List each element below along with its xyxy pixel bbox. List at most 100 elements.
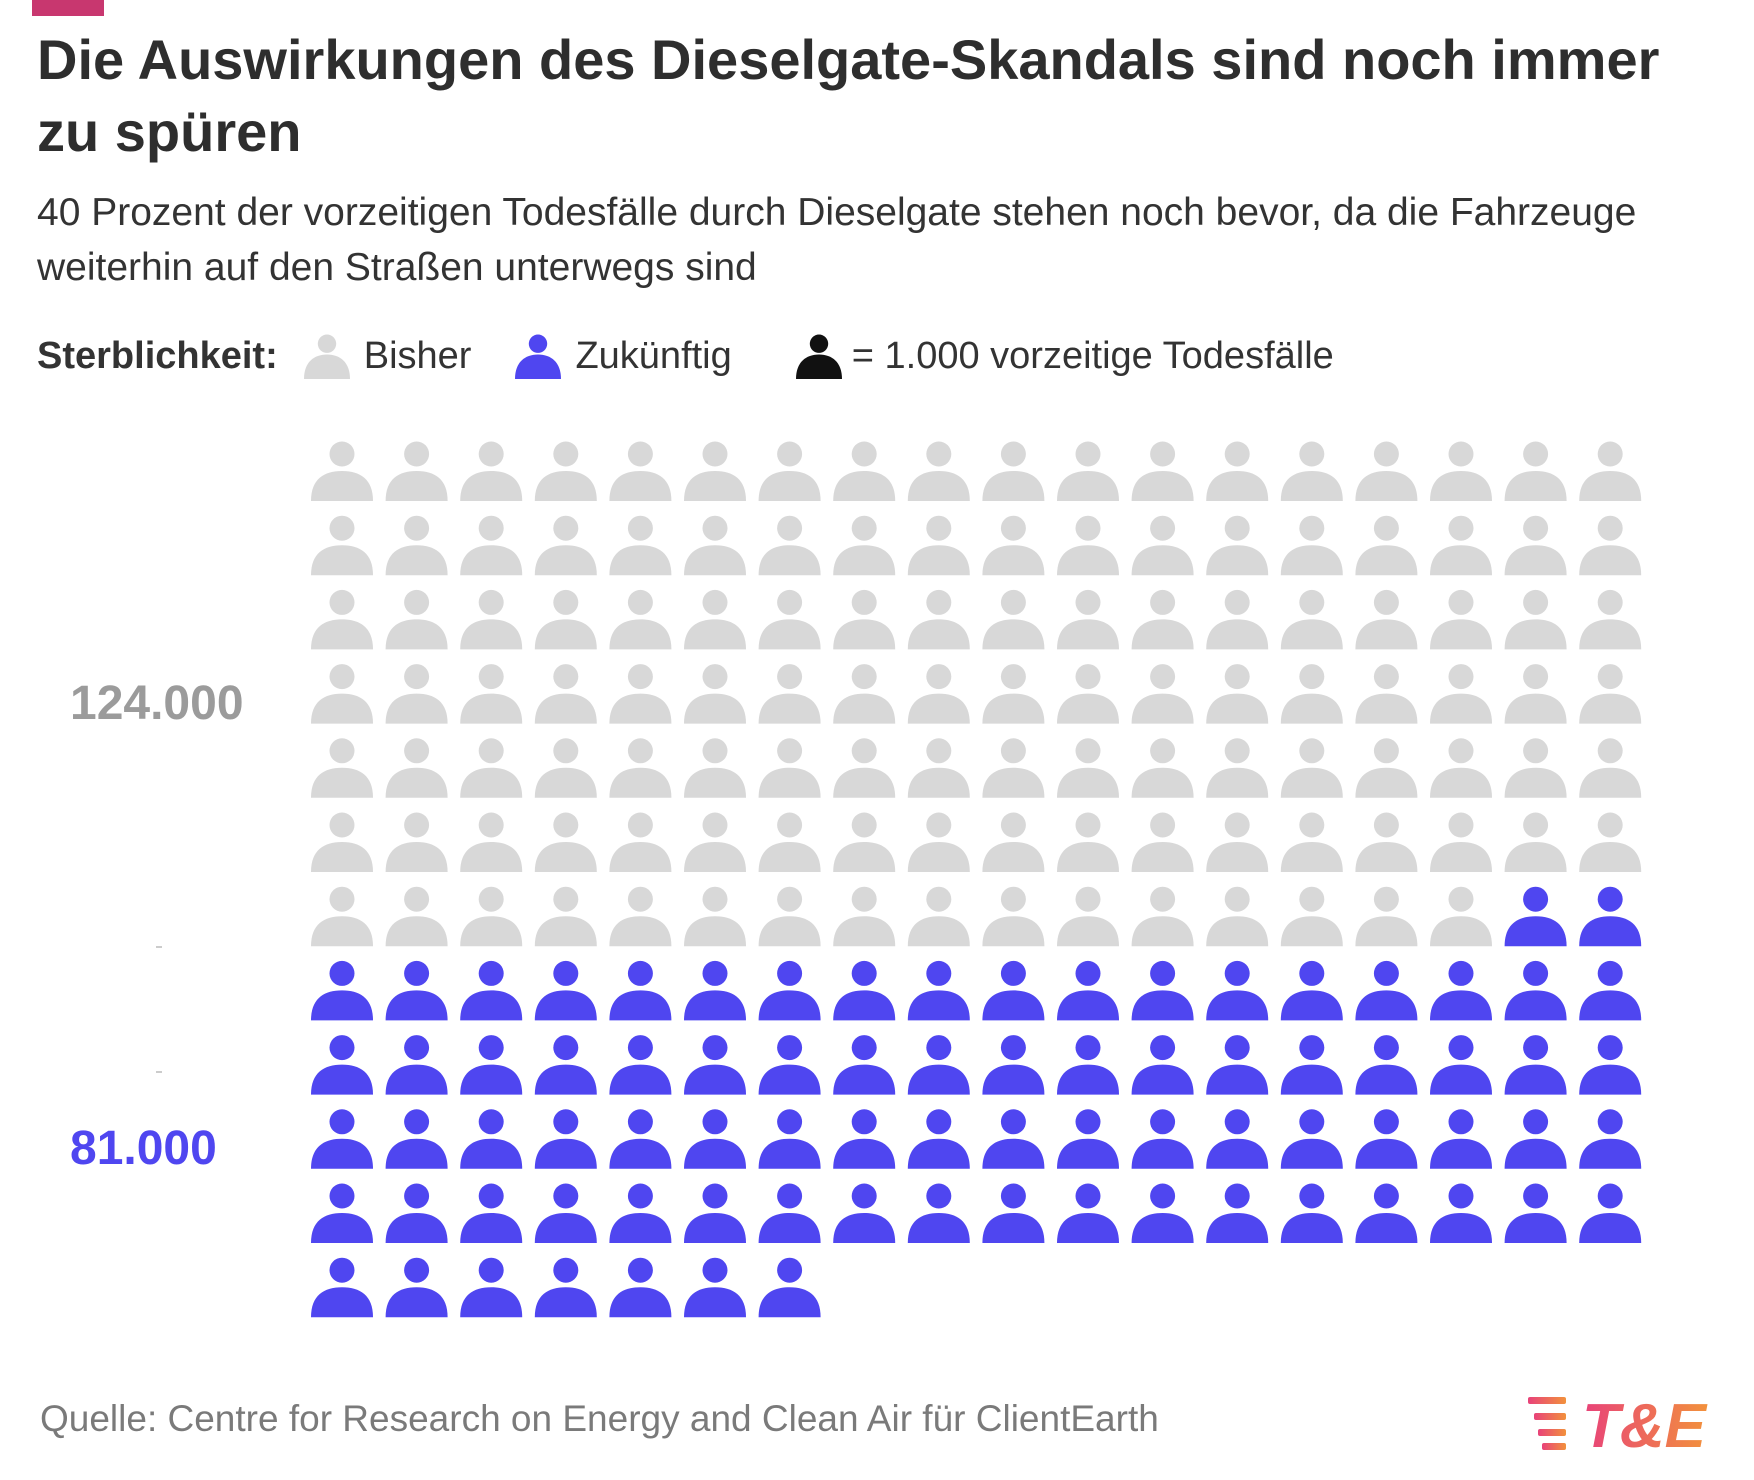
person-icon-past <box>311 886 373 947</box>
legend-label-future: Zukünftig <box>575 334 732 377</box>
chart-subtitle: 40 Prozent der vorzeitigen Todesfälle du… <box>37 191 1637 289</box>
person-icon-future <box>758 1183 821 1243</box>
person-icon-past <box>907 738 970 798</box>
person-icon-past <box>982 738 1045 798</box>
person-icon-past <box>1131 812 1194 872</box>
person-icon-future <box>609 1035 672 1095</box>
person-icon-past <box>385 886 448 947</box>
person-icon-past <box>1131 664 1194 724</box>
person-icon-future <box>1131 1183 1194 1243</box>
person-icon-past <box>385 812 448 872</box>
person-icon-future <box>1355 1109 1418 1169</box>
legend-item-past: Bisher <box>303 333 471 379</box>
person-icon-past <box>1131 515 1194 576</box>
person-icon-past <box>609 441 672 501</box>
person-icon-future <box>1057 1109 1119 1169</box>
grid-marker <box>156 946 162 948</box>
person-icon-future <box>1131 1109 1194 1169</box>
person-icon-future <box>534 960 597 1021</box>
person-icon-past <box>684 738 746 798</box>
person-icon-future <box>609 960 672 1021</box>
future-value-label: 81.000 <box>70 1122 217 1175</box>
grid-marker <box>156 1071 162 1073</box>
person-icon-future <box>1206 1183 1269 1243</box>
person-icon-past <box>609 515 672 576</box>
person-icon-past <box>460 812 523 872</box>
person-icon-future <box>907 960 970 1021</box>
person-icon-past <box>1504 515 1567 576</box>
person-icon-future <box>609 1257 672 1318</box>
person-icon-future <box>385 1183 448 1243</box>
person-icon-past <box>833 664 896 724</box>
person-icon-past <box>385 664 448 724</box>
person-icon-past <box>833 886 896 947</box>
person-icon-past <box>1057 515 1119 576</box>
person-icon-past <box>534 664 597 724</box>
person-icon-future <box>833 960 896 1021</box>
person-icon-future <box>515 334 562 379</box>
person-icon-future <box>1057 1183 1119 1243</box>
person-icon-past <box>1430 664 1492 724</box>
person-icon-past <box>684 812 746 872</box>
person-icon-future <box>534 1183 597 1243</box>
person-icon-future <box>833 1183 896 1243</box>
person-icon-past <box>534 589 597 650</box>
person-icon-past <box>684 664 746 724</box>
person-icon-future <box>684 1183 746 1243</box>
person-icon-future <box>1206 960 1269 1021</box>
person-icon-past <box>1430 738 1492 798</box>
person-icon-past <box>1206 738 1269 798</box>
person-icon-past <box>1504 441 1567 501</box>
person-icon-future <box>1280 1109 1343 1169</box>
person-icon-past <box>1355 664 1418 724</box>
person-icon-future <box>982 960 1045 1021</box>
person-icon-unit <box>795 334 842 379</box>
person-icon-future <box>982 1035 1045 1095</box>
person-icon-past <box>1280 886 1343 947</box>
person-icon-future <box>1206 1109 1269 1169</box>
person-icon-past <box>1355 589 1418 650</box>
person-icon-past <box>1057 441 1119 501</box>
person-icon-future <box>311 1183 373 1243</box>
person-icon-past <box>1355 812 1418 872</box>
person-icon-future <box>907 1109 970 1169</box>
person-icon-future <box>534 1109 597 1169</box>
person-icon-future <box>460 1257 523 1318</box>
person-icon-past <box>982 515 1045 576</box>
person-icon-past <box>460 886 523 947</box>
person-icon-past <box>1057 589 1119 650</box>
person-icon-past <box>907 589 970 650</box>
person-icon-past <box>758 664 821 724</box>
person-icon-past <box>311 515 373 576</box>
person-icon-future <box>1280 1035 1343 1095</box>
person-icon-past <box>1131 441 1194 501</box>
person-icon-past <box>1579 441 1642 501</box>
person-icon-future <box>534 1035 597 1095</box>
person-icon-future <box>1057 960 1119 1021</box>
person-icon-future <box>758 1035 821 1095</box>
person-icon-past <box>303 334 350 379</box>
person-icon-future <box>311 1257 373 1318</box>
person-icon-past <box>982 589 1045 650</box>
person-icon-past <box>684 515 746 576</box>
person-icon-past <box>534 886 597 947</box>
person-icon-past <box>1504 664 1567 724</box>
person-icon-past <box>385 441 448 501</box>
person-icon-past <box>311 664 373 724</box>
person-icon-future <box>1504 886 1567 947</box>
person-icon-past <box>1206 664 1269 724</box>
person-icon-past <box>833 589 896 650</box>
person-icon-past <box>833 812 896 872</box>
person-icon-past <box>460 589 523 650</box>
person-icon-past <box>758 812 821 872</box>
person-icon-future <box>1430 960 1492 1021</box>
person-icon-past <box>833 738 896 798</box>
person-icon-future <box>1430 1109 1492 1169</box>
person-icon-past <box>1579 515 1642 576</box>
person-icon-future <box>758 1109 821 1169</box>
person-icon-past <box>1206 515 1269 576</box>
logo-stripe <box>1528 1397 1566 1404</box>
person-icon-past <box>1579 589 1642 650</box>
person-icon-future <box>1504 1183 1567 1243</box>
person-icon-future <box>684 960 746 1021</box>
